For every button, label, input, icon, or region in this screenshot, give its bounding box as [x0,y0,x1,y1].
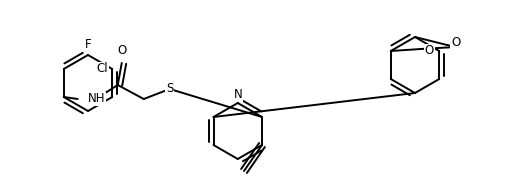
Text: NH: NH [88,93,105,105]
Text: S: S [166,82,173,96]
Text: O: O [117,44,126,57]
Text: F: F [85,38,91,51]
Text: Cl: Cl [96,62,108,76]
Text: N: N [233,88,242,101]
Text: O: O [425,44,434,58]
Text: O: O [451,36,460,50]
